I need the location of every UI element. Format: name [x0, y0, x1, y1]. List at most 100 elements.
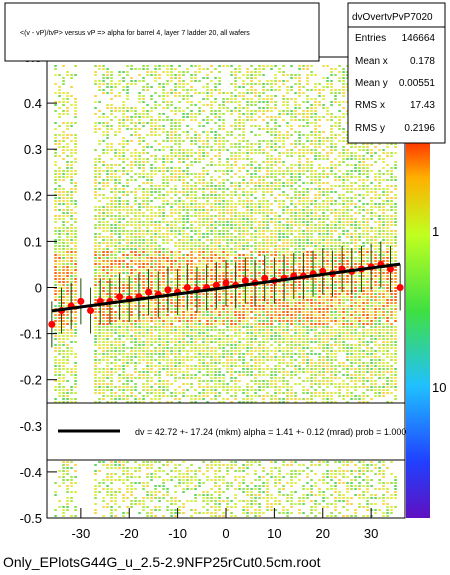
heatmap-cell — [222, 128, 225, 130]
heatmap-cell — [118, 341, 121, 343]
heatmap-cell — [134, 212, 137, 214]
heatmap-cell — [234, 515, 237, 517]
heatmap-cell — [182, 98, 185, 100]
heatmap-cell — [190, 476, 193, 478]
heatmap-cell — [210, 257, 213, 259]
heatmap-cell — [206, 230, 209, 232]
heatmap-cell — [230, 215, 233, 217]
heatmap-cell — [246, 224, 249, 226]
heatmap-cell — [242, 266, 245, 268]
heatmap-cell — [238, 347, 241, 349]
heatmap-cell — [218, 110, 221, 112]
heatmap-cell — [158, 365, 161, 367]
heatmap-cell — [66, 230, 69, 232]
heatmap-cell — [102, 275, 105, 277]
heatmap-cell — [238, 71, 241, 73]
heatmap-cell — [218, 260, 221, 262]
heatmap-cell — [210, 335, 213, 337]
heatmap-cell — [110, 74, 113, 76]
heatmap-cell — [162, 221, 165, 223]
heatmap-cell — [58, 167, 61, 169]
heatmap-cell — [238, 287, 241, 289]
heatmap-cell — [70, 386, 73, 388]
heatmap-cell — [238, 92, 241, 94]
heatmap-cell — [186, 248, 189, 250]
heatmap-cell — [134, 263, 137, 265]
heatmap-cell — [62, 257, 65, 259]
heatmap-cell — [218, 185, 221, 187]
heatmap-cell — [250, 71, 253, 73]
heatmap-cell — [150, 269, 153, 271]
heatmap-cell — [102, 353, 105, 355]
heatmap-cell — [238, 353, 241, 355]
heatmap-cell — [102, 479, 105, 481]
heatmap-cell — [150, 194, 153, 196]
heatmap-cell — [218, 347, 221, 349]
heatmap-cell — [174, 353, 177, 355]
heatmap-cell — [182, 374, 185, 376]
heatmap-cell — [214, 251, 217, 253]
heatmap-cell — [70, 125, 73, 127]
heatmap-cell — [214, 224, 217, 226]
heatmap-cell — [178, 281, 181, 283]
heatmap-cell — [198, 137, 201, 139]
heatmap-cell — [98, 143, 101, 145]
heatmap-cell — [94, 266, 97, 268]
heatmap-cell — [174, 227, 177, 229]
heatmap-cell — [122, 377, 125, 379]
heatmap-cell — [206, 479, 209, 481]
heatmap-cell — [94, 287, 97, 289]
heatmap-cell — [126, 311, 129, 313]
heatmap-cell — [118, 149, 121, 151]
heatmap-cell — [142, 65, 145, 67]
heatmap-cell — [238, 116, 241, 118]
heatmap-cell — [62, 377, 65, 379]
heatmap-cell — [154, 509, 157, 511]
heatmap-cell — [130, 362, 133, 364]
heatmap-cell — [178, 266, 181, 268]
heatmap-cell — [206, 155, 209, 157]
heatmap-cell — [226, 302, 229, 304]
heatmap-cell — [106, 383, 109, 385]
heatmap-cell — [170, 152, 173, 154]
heatmap-cell — [134, 470, 137, 472]
heatmap-cell — [202, 362, 205, 364]
heatmap-cell — [110, 467, 113, 469]
heatmap-cell — [74, 113, 77, 115]
heatmap-cell — [126, 362, 129, 364]
heatmap-cell — [174, 134, 177, 136]
heatmap-cell — [194, 512, 197, 514]
heatmap-cell — [198, 257, 201, 259]
heatmap-cell — [186, 254, 189, 256]
heatmap-cell — [210, 95, 213, 97]
heatmap-cell — [194, 353, 197, 355]
heatmap-cell — [242, 236, 245, 238]
heatmap-cell — [182, 179, 185, 181]
heatmap-cell — [162, 257, 165, 259]
heatmap-cell — [134, 242, 137, 244]
heatmap-cell — [206, 464, 209, 466]
heatmap-cell — [54, 374, 57, 376]
heatmap-cell — [158, 509, 161, 511]
heatmap-cell — [130, 482, 133, 484]
heatmap-cell — [218, 305, 221, 307]
heatmap-cell — [182, 479, 185, 481]
heatmap-cell — [174, 170, 177, 172]
heatmap-cell — [134, 116, 137, 118]
heatmap-cell — [166, 224, 169, 226]
heatmap-cell — [126, 182, 129, 184]
heatmap-cell — [58, 257, 61, 259]
heatmap-cell — [170, 323, 173, 325]
heatmap-cell — [126, 116, 129, 118]
heatmap-cell — [118, 467, 121, 469]
heatmap-cell — [58, 116, 61, 118]
heatmap-cell — [158, 197, 161, 199]
heatmap-cell — [178, 269, 181, 271]
heatmap-cell — [206, 299, 209, 301]
heatmap-cell — [138, 143, 141, 145]
heatmap-cell — [154, 260, 157, 262]
heatmap-cell — [146, 506, 149, 508]
heatmap-cell — [62, 131, 65, 133]
heatmap-cell — [94, 512, 97, 514]
heatmap-cell — [234, 383, 237, 385]
